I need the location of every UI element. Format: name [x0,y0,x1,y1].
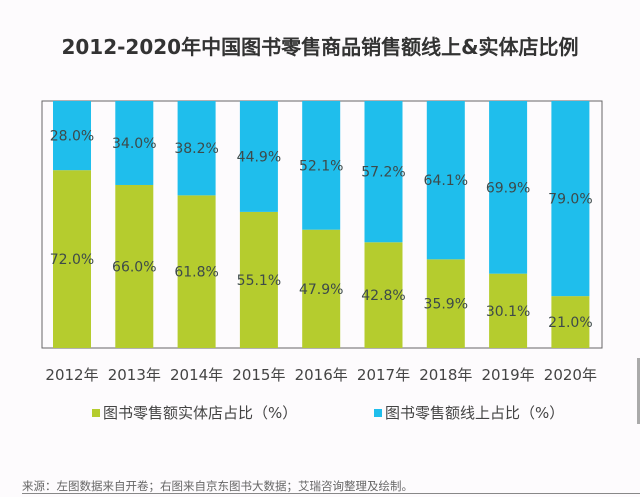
label-online-2012年: 28.0% [50,129,94,145]
label-online-2020年: 79.0% [548,192,592,208]
label-offline-2014年: 61.8% [174,265,218,281]
label-online-2016年: 52.1% [299,158,343,174]
legend-label-offline: 图书零售额实体店占比（%） [103,404,298,422]
bar-offline-2017年 [364,242,403,348]
bar-online-2019年 [489,101,528,274]
x-tick-2017年: 2017年 [357,366,410,384]
label-online-2013年: 34.0% [112,136,156,152]
bar-online-2018年 [426,101,465,260]
bar-offline-2018年 [426,259,465,348]
bar-offline-2015年 [239,211,278,348]
chart-title: 2012-2020年中国图书零售商品销售额线上&实体店比例 [61,35,579,59]
label-offline-2017年: 42.8% [361,288,405,304]
legend-label-online: 图书零售额线上占比（%） [385,404,565,422]
legend-item-offline: 图书零售额实体店占比（%） [92,402,297,423]
bar-online-2013年 [115,101,154,185]
stacked-bar-chart: 72.0% 28.0% 66.0% 34.0% 61.8% 38.2% 55.1% 44.9%… [41,100,603,384]
label-offline-2018年: 35.9% [424,297,468,313]
legend-item-online: 图书零售额线上占比（%） [374,402,564,423]
bar-offline-2016年 [302,229,341,348]
scrollbar[interactable] [637,358,640,424]
source-note: 来源：左图数据来自开卷；右图来自京东图书大数据；艾瑞咨询整理及绘制。 [22,479,413,493]
bar-online-2017年 [364,101,403,243]
bar-offline-2013年 [115,184,154,348]
label-online-2019年: 69.9% [486,180,530,196]
x-tick-2016年: 2016年 [295,366,348,384]
label-offline-2013年: 66.0% [112,259,156,275]
bar-offline-2012年 [53,170,91,348]
x-tick-2018年: 2018年 [419,366,472,384]
label-offline-2020年: 21.0% [548,315,592,331]
label-offline-2012年: 72.0% [50,252,94,268]
bar-online-2014年 [177,101,216,196]
legend-swatch-online [374,408,382,417]
x-tick-2019年: 2019年 [482,366,535,384]
bar-online-2015年 [239,101,278,212]
bar-online-2020年 [551,101,590,297]
bar-online-2016年 [302,101,341,230]
bar-offline-2014年 [177,195,216,348]
label-online-2018年: 64.1% [424,173,468,189]
x-tick-2015年: 2015年 [232,366,285,384]
label-offline-2016年: 47.9% [299,282,343,298]
x-tick-2014年: 2014年 [170,366,223,384]
label-online-2015年: 44.9% [237,149,281,165]
x-tick-2020年: 2020年 [544,366,597,384]
legend-swatch-offline [92,408,100,417]
label-offline-2019年: 30.1% [486,304,530,320]
bottom-divider [22,493,640,494]
label-offline-2015年: 55.1% [237,273,281,289]
label-online-2014年: 38.2% [174,141,218,157]
data-labels-group: 72.0% 28.0% 66.0% 34.0% 61.8% 38.2% 55.1% 44.9%… [50,129,593,331]
x-tick-labels-group: 2012年 2013年 2014年 2015年 2016年 2017年 2018年 2019年… [45,366,597,384]
bar-offline-2019年 [489,273,528,348]
bar-offline-2020年 [551,296,590,348]
x-tick-2012年: 2012年 [45,366,98,384]
bars-group [53,101,590,348]
x-tick-2013年: 2013年 [108,366,161,384]
label-online-2017年: 57.2% [361,165,405,181]
bar-online-2012年 [53,101,91,171]
legend: 图书零售额实体店占比（%） 图书零售额线上占比（%） [0,402,640,422]
